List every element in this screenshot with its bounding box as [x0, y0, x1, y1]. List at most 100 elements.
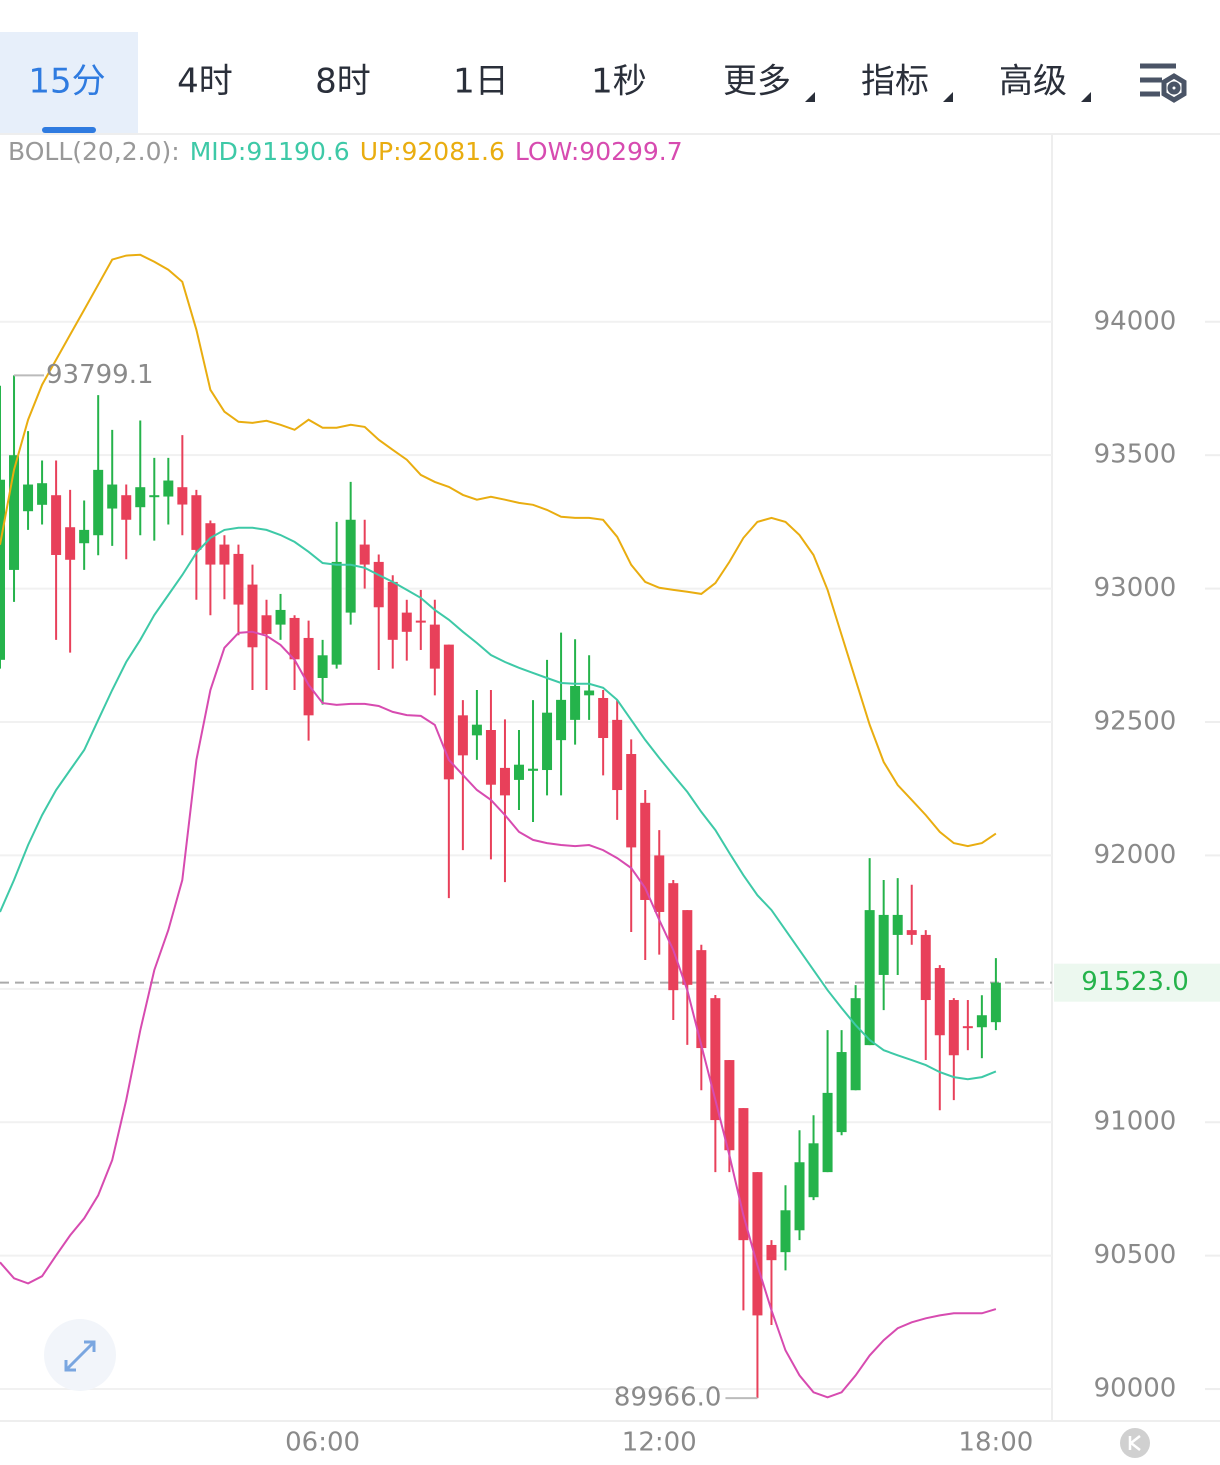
- last-price-bg: [1054, 963, 1220, 1002]
- y-tick-label: 92000: [1094, 840, 1177, 870]
- candle-body: [51, 495, 62, 555]
- tab-label[interactable]: 4时: [177, 62, 233, 102]
- candle-body: [878, 914, 889, 975]
- candle-body: [121, 495, 132, 520]
- expand-button[interactable]: [44, 1319, 116, 1391]
- active-tab-indicator: [42, 127, 96, 133]
- candle-body: [513, 764, 524, 780]
- tab-label[interactable]: 1秒: [591, 62, 647, 102]
- toolbar: [0, 0, 1220, 133]
- candle-body: [233, 553, 244, 605]
- candle-body: [808, 1143, 819, 1198]
- y-tick-label: 91000: [1094, 1107, 1177, 1137]
- candle-body: [682, 910, 693, 985]
- candle-body: [457, 715, 468, 756]
- candle-body: [976, 1015, 987, 1028]
- candle-body: [920, 934, 931, 1001]
- legend-item: BOLL(20,2.0):: [8, 137, 180, 166]
- y-tick-label: 94000: [1094, 306, 1177, 336]
- x-tick-label: 18:00: [958, 1428, 1033, 1458]
- candle-body: [738, 1108, 749, 1241]
- candle-body: [23, 484, 34, 512]
- candle-body: [415, 620, 426, 623]
- candle-body: [205, 523, 216, 565]
- candle-body: [556, 699, 567, 741]
- candle-body: [584, 690, 595, 696]
- tab-label[interactable]: 8时: [315, 62, 371, 102]
- candle-body: [766, 1244, 777, 1261]
- overlay: 91523.0 93799.1 89966.0: [14, 360, 1220, 1413]
- candle-body: [542, 712, 553, 771]
- candle-body: [710, 998, 721, 1121]
- candle-body: [303, 637, 314, 716]
- band-line: [0, 526, 997, 1081]
- candle-body: [317, 655, 328, 678]
- y-tick-label: 90000: [1094, 1374, 1177, 1404]
- candle-body: [387, 581, 398, 640]
- candle-body: [443, 644, 454, 780]
- candle-body: [429, 624, 440, 669]
- y-tick-label: 90500: [1094, 1240, 1177, 1270]
- active-tab-bg: [0, 32, 138, 133]
- candle-body: [864, 910, 875, 1046]
- candle-body: [934, 968, 945, 1036]
- menu-caret: [1081, 92, 1091, 102]
- candle-body: [780, 1210, 791, 1253]
- k-button[interactable]: [1120, 1428, 1150, 1458]
- candle-body: [668, 883, 679, 991]
- candle-body: [598, 697, 609, 739]
- candle-body: [752, 1172, 763, 1316]
- candle-body: [528, 768, 539, 771]
- x-tick-label: 06:00: [285, 1428, 360, 1458]
- candle-body: [345, 519, 356, 613]
- tab-label[interactable]: 更多: [723, 62, 791, 102]
- candle-body: [163, 480, 174, 497]
- candle-body: [0, 479, 5, 660]
- candle-body: [261, 615, 272, 634]
- candle-body: [626, 754, 637, 848]
- plot-area: [0, 253, 1052, 1399]
- candle-body: [401, 612, 412, 632]
- candle-body: [696, 950, 707, 1049]
- band-line: [0, 253, 997, 848]
- candle-body: [93, 469, 104, 536]
- candle-body: [654, 855, 665, 912]
- candle-body: [640, 802, 651, 900]
- candle-body: [906, 930, 917, 935]
- candle-body: [373, 561, 384, 608]
- candle-body: [990, 982, 1001, 1023]
- candle-body: [892, 914, 903, 935]
- candle-body: [135, 487, 146, 508]
- last-price-label: 91523.0: [1081, 967, 1189, 997]
- settings-icon[interactable]: [1140, 63, 1187, 103]
- candle-body: [485, 730, 496, 785]
- candle-body: [9, 455, 20, 570]
- candle-body: [962, 1026, 973, 1029]
- x-tick-label: 12:00: [622, 1428, 697, 1458]
- candle-body: [331, 561, 342, 665]
- band-line: [0, 630, 997, 1399]
- extreme-label: 93799.1: [46, 360, 154, 390]
- candle-body: [612, 719, 623, 791]
- candle-body: [822, 1092, 833, 1173]
- candle-body: [499, 767, 510, 796]
- candle-body: [570, 685, 581, 720]
- menu-caret: [943, 92, 953, 102]
- candle-body: [79, 529, 90, 544]
- legend-item: UP:92081.6: [360, 137, 505, 166]
- candle-body: [177, 487, 188, 505]
- candle-body: [794, 1162, 805, 1231]
- candle-body: [289, 617, 300, 660]
- tab-label[interactable]: 15分: [28, 62, 105, 102]
- candle-body: [65, 527, 76, 560]
- tab-label[interactable]: 指标: [861, 62, 929, 102]
- candle-body: [149, 495, 160, 498]
- candle-body: [219, 544, 230, 565]
- tab-label[interactable]: 高级: [999, 62, 1067, 102]
- menu-caret: [805, 92, 815, 102]
- candle-body: [724, 1060, 735, 1151]
- tab-label[interactable]: 1日: [453, 62, 509, 102]
- y-tick-label: 93000: [1094, 573, 1177, 603]
